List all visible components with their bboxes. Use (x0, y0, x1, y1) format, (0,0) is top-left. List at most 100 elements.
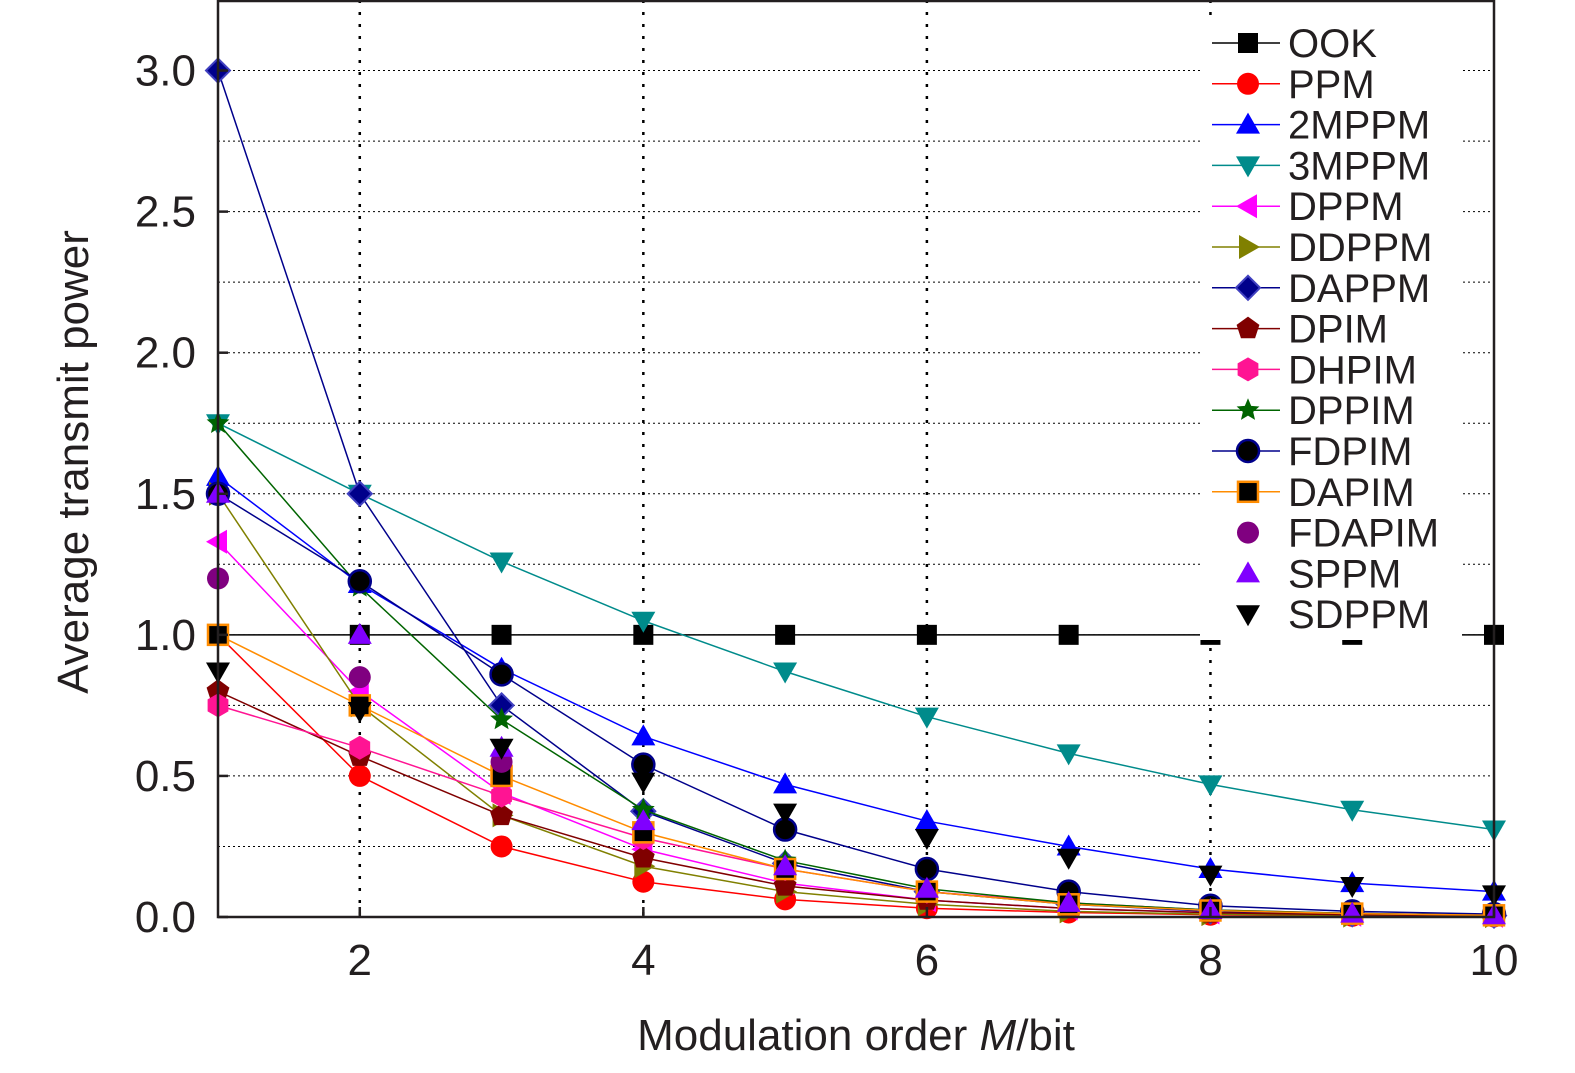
legend-marker (1237, 72, 1259, 95)
data-point-fdapim (348, 666, 371, 689)
data-point-3mppm (631, 611, 656, 633)
data-point-ook (916, 624, 937, 645)
data-point-sppm (1056, 890, 1081, 912)
legend-label: FDPIM (1288, 430, 1412, 474)
legend-label: 3MPPM (1288, 144, 1430, 188)
x-axis-title-prefix: Modulation order (637, 1011, 979, 1060)
data-point-dppm (206, 529, 227, 554)
data-point-sdppm (773, 803, 798, 825)
x-tick-label: 4 (631, 936, 655, 985)
legend-label: DPPIM (1288, 389, 1415, 433)
legend-marker (1236, 398, 1260, 420)
x-tick-label: 10 (1470, 936, 1519, 985)
legend-marker (1234, 274, 1262, 302)
legend-label: OOK (1288, 22, 1377, 66)
data-point-2mppm (631, 724, 656, 746)
legend-marker (1236, 480, 1260, 504)
legend-item: FDPIM (1212, 430, 1412, 474)
data-point-dhpim (491, 783, 512, 808)
series-line-ddppm (217, 493, 1495, 917)
x-tick-label: 2 (348, 936, 372, 985)
data-point-ook (1058, 624, 1079, 645)
y-tick-label: 0.5 (135, 752, 196, 801)
legend-item: PPM (1212, 63, 1375, 107)
legend-marker (1235, 438, 1261, 464)
data-point-fdpim (631, 752, 656, 777)
data-point-dhpim (349, 735, 371, 760)
data-point-3mppm (1056, 744, 1081, 766)
data-point-fdpim (347, 568, 373, 594)
legend-label: DAPPM (1288, 267, 1430, 311)
data-point-3mppm (489, 552, 514, 574)
data-point-sppm (773, 854, 798, 876)
plot-frame (216, 0, 1496, 919)
legend-marker (1236, 605, 1260, 627)
y-axis-title: Average transmit power (49, 230, 98, 694)
data-point-dappm (346, 480, 374, 508)
legend-item: DPIM (1212, 308, 1388, 352)
data-point-ook (775, 624, 796, 645)
legend-marker (1237, 521, 1259, 544)
data-point-sppm (914, 876, 939, 898)
data-point-2mppm (773, 772, 798, 794)
data-point-3mppm (914, 707, 939, 729)
tick-layer: 2 4 6 8 10 0.0 0.5 1.0 1.5 2.0 2.5 3.0 (135, 47, 1519, 985)
legend-label: DDPPM (1288, 226, 1432, 270)
legend-label: DPPM (1288, 185, 1404, 229)
x-axis-title-variable: M (980, 1011, 1017, 1060)
legend-item: DAPIM (1212, 471, 1415, 515)
legend-item: DPPIM (1212, 389, 1415, 433)
legend-label: DPIM (1288, 308, 1388, 352)
data-point-ppm (348, 764, 371, 787)
y-tick-label: 0.0 (135, 893, 196, 942)
legend-label: 2MPPM (1288, 104, 1430, 148)
data-point-3mppm (1198, 775, 1223, 797)
y-tick-label: 2.0 (135, 329, 196, 378)
y-tick-label: 1.0 (135, 611, 196, 660)
series-sppm (206, 481, 1506, 925)
legend-item: 2MPPM (1212, 104, 1430, 148)
data-point-ppm (490, 835, 513, 858)
x-axis-title-suffix: /bit (1016, 1011, 1075, 1060)
legend-marker (1236, 156, 1260, 178)
data-point-3mppm (1340, 800, 1365, 822)
legend-item: DDPPM (1212, 226, 1432, 270)
legend-item: 3MPPM (1212, 144, 1430, 188)
data-point-dpim (490, 803, 513, 826)
legend-item: SDPPM (1236, 593, 1430, 637)
data-point-sdppm (631, 772, 656, 794)
y-tick-label: 1.5 (135, 470, 196, 519)
data-point-fdpim (489, 662, 514, 687)
data-point-dppim (631, 797, 655, 820)
legend-label: DHPIM (1288, 348, 1417, 392)
legend-item: DAPPM (1212, 267, 1430, 311)
data-point-2mppm (914, 809, 939, 831)
data-point-dppim (490, 707, 513, 730)
legend-label: PPM (1288, 63, 1375, 107)
data-point-fdpim (914, 856, 940, 882)
x-tick-label: 8 (1198, 936, 1222, 985)
legend-marker (1239, 235, 1260, 259)
x-tick-label: 6 (915, 936, 939, 985)
series-3mppm (206, 414, 1506, 842)
x-axis-title: Modulation order M/bit (637, 1011, 1075, 1060)
y-tick-label: 2.5 (135, 188, 196, 237)
legend-item: DHPIM (1212, 348, 1417, 392)
data-point-ook (633, 624, 654, 645)
legend-item: SPPM (1236, 552, 1401, 596)
series-line-dpim (217, 690, 1495, 917)
data-point-sdppm (914, 828, 939, 850)
data-point-ook (491, 624, 512, 645)
legend-marker (1236, 194, 1257, 219)
data-point-sppm (631, 809, 656, 831)
data-point-sdppm (1056, 848, 1081, 870)
legend-item: FDAPIM (1237, 512, 1439, 556)
data-point-ppm (632, 870, 655, 893)
legend: OOKPPM2MPPM3MPPMDPPMDDPPMDAPPMDPIMDHPIMD… (1200, 18, 1462, 640)
data-point-sdppm (1198, 865, 1223, 887)
legend-label: DAPIM (1288, 471, 1415, 515)
series-line-3mppm (217, 422, 1495, 831)
y-tick-label: 3.0 (135, 47, 196, 96)
data-point-sdppm (347, 702, 372, 724)
